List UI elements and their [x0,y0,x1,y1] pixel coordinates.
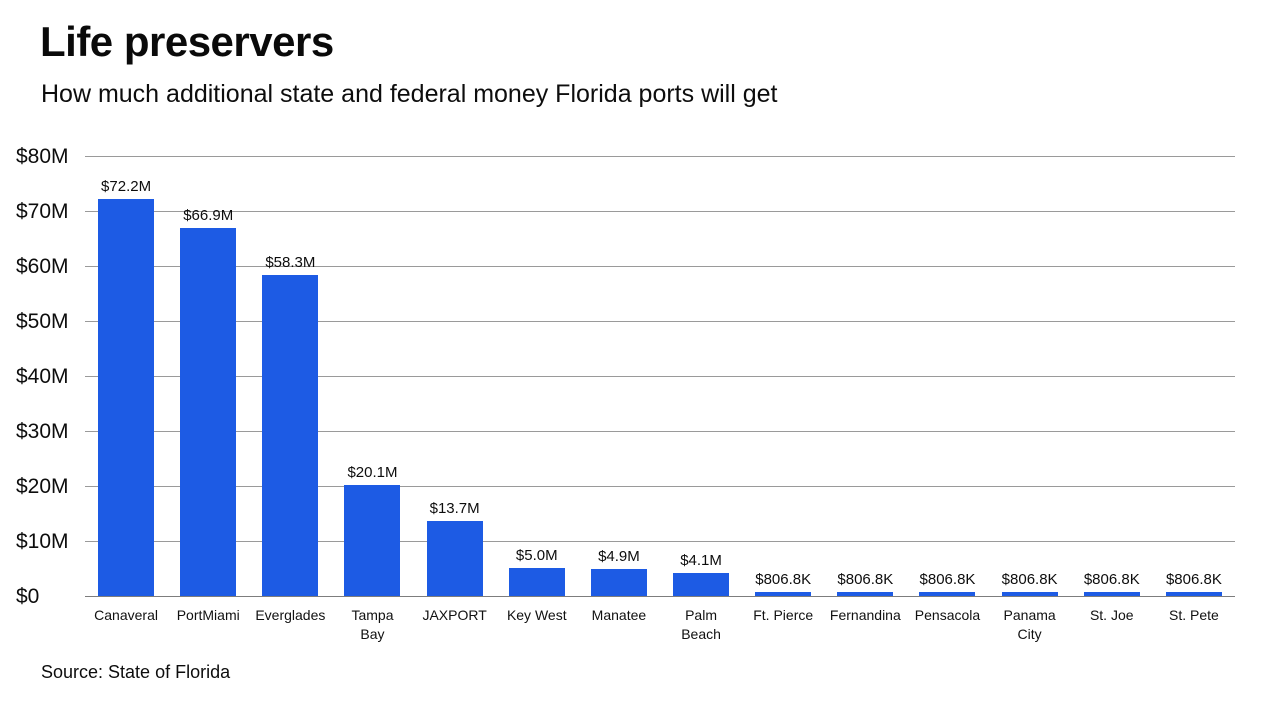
bar-slot: $4.1M [660,156,742,596]
gridline [85,430,1235,432]
y-tick-label: $30M [16,420,69,443]
x-tick-label: Tampa Bay [351,607,394,642]
bar-value-label: $806.8K [919,571,976,588]
bar-slot: $4.9M [578,156,660,596]
bar-slot: $806.8K [989,156,1071,596]
bar-value-label: $20.1M [347,464,398,481]
bar-chart: $72.2M $66.9M $58.3M $20.1M $13.7M $5.0M $4.9M… [85,155,1235,597]
gridline [85,540,1235,542]
bar-value-label: $806.8K [1083,571,1140,588]
bar-slot: $72.2M [85,156,167,596]
x-tick-label: St. Pete [1168,607,1219,623]
x-tick-label: Fernandina [829,607,901,623]
bar-slot: $20.1M [331,156,413,596]
x-tick-label: Everglades [255,607,326,623]
gridline [85,210,1235,212]
bar-value-label: $806.8K [755,571,812,588]
x-tick-label: Palm Beach [681,607,721,642]
y-tick-label: $20M [16,475,69,498]
gridline [85,485,1235,487]
bar-value-label: $4.1M [680,552,722,569]
page-title: Life preservers [40,18,334,65]
bar [98,199,155,596]
bar-value-label: $13.7M [429,500,480,517]
source-note: Source: State of Florida [41,662,231,682]
gridline [85,320,1235,322]
x-tick-label: PortMiami [176,607,240,623]
x-tick-label: Canaveral [94,607,158,623]
bar-group: $72.2M $66.9M $58.3M $20.1M $13.7M $5.0M $4.9M… [85,156,1235,596]
bar [426,521,483,596]
bar-slot: $806.8K [824,156,906,596]
y-tick-label: $70M [16,200,69,223]
bar-value-label: $806.8K [837,571,894,588]
bar [1001,592,1058,596]
bar-value-label: $806.8K [1001,571,1058,588]
y-tick-label: $10M [16,530,69,553]
bar-value-label: $58.3M [265,254,316,271]
y-tick-label: $0 [16,585,40,608]
bar-slot: $66.9M [167,156,249,596]
bar-slot: $5.0M [496,156,578,596]
x-tick-label: Ft. Pierce [753,607,814,623]
y-tick-label: $40M [16,365,69,388]
x-axis: Canaveral PortMiami Everglades Tampa Bay JAX… [85,606,1235,644]
gridline [85,265,1235,267]
bar-slot: $13.7M [414,156,496,596]
bar [1165,592,1222,596]
y-tick-label: $50M [16,310,69,333]
bar [837,592,894,596]
bar-slot: $806.8K [906,156,988,596]
x-tick-label: JAXPORT [422,607,487,623]
bar-value-label: $806.8K [1165,571,1222,588]
bar-value-label: $4.9M [598,548,640,565]
gridline [85,595,1235,597]
gridline [85,155,1235,157]
y-tick-label: $80M [16,145,69,168]
bar [590,569,647,596]
bar-slot: $806.8K [1071,156,1153,596]
bar [344,485,401,596]
bar-value-label: $5.0M [515,547,558,564]
x-tick-label: St. Joe [1089,607,1134,623]
bar [919,592,976,596]
y-tick-label: $60M [16,255,69,278]
x-tick-label: Key West [506,607,567,623]
x-tick-label: Manatee [591,607,647,623]
x-tick-label: Panama City [1003,607,1056,642]
page-subtitle: How much additional state and federal mo… [41,80,778,108]
x-tick-label: Pensacola [914,607,981,623]
bar [262,275,319,596]
bar [755,592,812,596]
bar-slot: $806.8K [742,156,824,596]
bar [673,573,730,596]
bar [508,568,565,596]
bar [180,228,237,596]
bar-slot: $806.8K [1153,156,1235,596]
bar [1083,592,1140,596]
bar-value-label: $72.2M [101,178,152,195]
bar-slot: $58.3M [249,156,331,596]
gridline [85,375,1235,377]
bar-value-label: $66.9M [183,207,234,224]
